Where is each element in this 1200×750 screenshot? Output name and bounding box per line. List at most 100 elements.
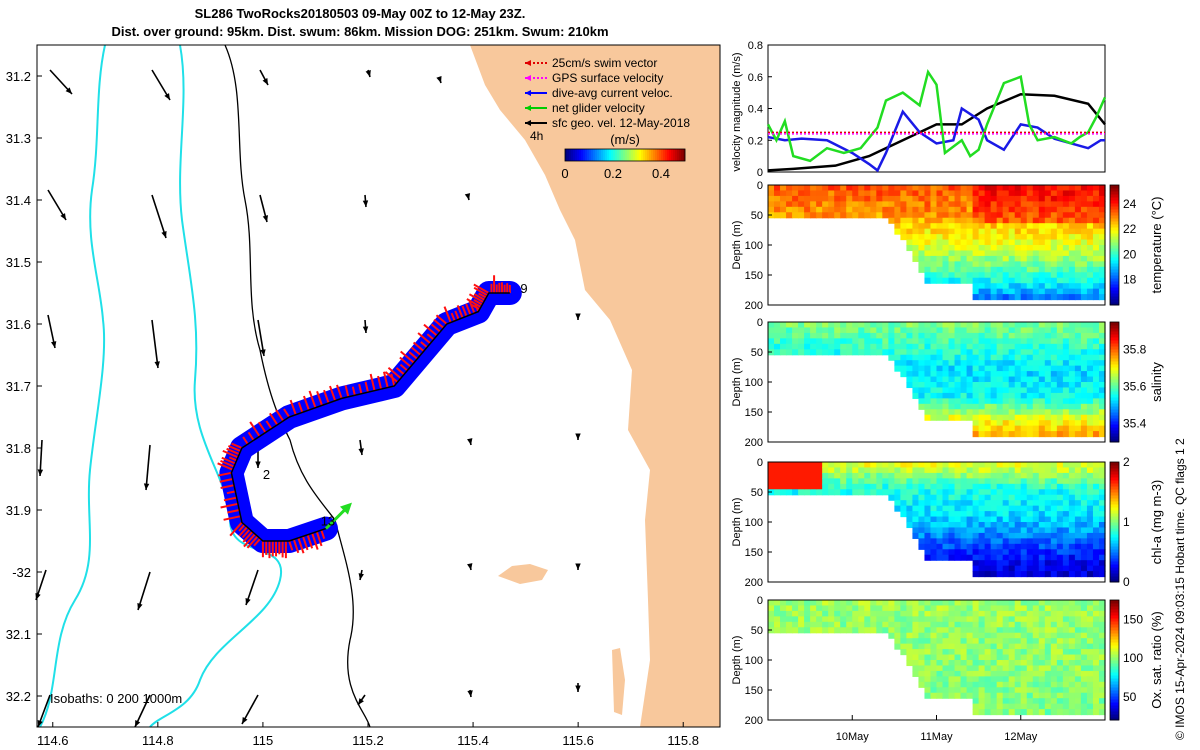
heatmap-cell [972,195,980,202]
heatmap-cell [1002,277,1010,284]
panel-colorbar-cell [1110,501,1119,505]
heatmap-cell [942,649,950,656]
heatmap-cell [816,349,823,356]
panel-colorbar-cell [1110,334,1119,338]
panel-colorbar-cell [1110,322,1119,326]
heatmap-cell [1050,239,1058,246]
heatmap-cell [918,638,926,645]
colorbar-cell [583,149,586,161]
heatmap-cell [1032,554,1040,561]
heatmap-cell [1008,261,1016,268]
heatmap-cell [1044,387,1052,394]
panel-colorbar-cell [1110,328,1119,332]
heatmap-cell [1080,190,1088,197]
heatmap-cell [900,365,908,372]
heatmap-cell [1026,392,1034,399]
heatmap-cell [978,538,986,545]
heatmap-cell [1038,272,1046,279]
heatmap-cell [978,649,986,656]
heatmap-cell [1062,709,1070,716]
heatmap-cell [954,234,962,241]
heatmap-cell [1038,554,1046,561]
heatmap-cell [834,627,841,634]
heatmap-cell [1038,489,1046,496]
heatmap-cell [918,245,926,252]
heatmap-cell [780,616,787,623]
heatmap-cell [1062,250,1070,257]
heatmap-cell [864,600,871,607]
heatmap-cell [1020,532,1028,539]
heatmap-cell [888,206,895,213]
heatmap-cell [978,676,986,683]
heatmap-cell [1074,560,1082,567]
heatmap-cell [1050,616,1058,623]
heatmap-cell [1038,698,1046,705]
heatmap-cell [1020,676,1028,683]
swim-vector [275,409,285,422]
heatmap-cell [978,349,986,356]
heatmap-cell [1092,261,1100,268]
heatmap-cell [978,398,986,405]
heatmap-cell [978,605,986,612]
heatmap-cell [972,610,980,617]
panel-colorbar-cell [1110,227,1119,231]
heatmap-cell [990,234,998,241]
heatmap-cell [1074,554,1082,561]
heatmap-cell [972,338,980,345]
heatmap-cell [1086,223,1094,230]
heatmap-cell [960,360,968,367]
heatmap-cell [948,250,956,257]
colorbar-cell [665,149,668,161]
heatmap-cell [1068,600,1076,607]
heatmap-cell [984,272,992,279]
panel-colorbar-cell [1110,669,1119,673]
heatmap-cell [828,349,835,356]
heatmap-cell [792,190,799,197]
heatmap-cell [906,522,914,529]
heatmap-cell [954,643,962,650]
swim-vector [297,402,304,413]
heatmap-cell [912,643,920,650]
heatmap-cell [1026,654,1034,661]
heatmap-cell [1050,185,1058,192]
heatmap-cell [906,643,914,650]
colorbar-cell [577,149,580,161]
heatmap-cell [900,467,908,474]
geostrophic-arrow-head [135,720,141,727]
heatmap-cell [1038,532,1046,539]
colorbar-cell [667,149,670,161]
heatmap-cell [1098,560,1106,567]
heatmap-cell [858,212,865,219]
heatmap-cell [1050,217,1058,224]
heatmap-cell [1008,511,1016,518]
heatmap-cell [906,654,914,661]
heatmap-cell [906,627,914,634]
heatmap-cell [1062,543,1070,550]
heatmap-cell [1056,195,1064,202]
heatmap-cell [1026,266,1034,273]
heatmap-cell [1044,616,1052,623]
heatmap-cell [1080,403,1088,410]
heatmap-cell [1092,239,1100,246]
heatmap-cell [984,538,992,545]
heatmap-cell [870,195,877,202]
heatmap-cell [984,516,992,523]
heatmap-cell [936,610,944,617]
heatmap-cell [978,261,986,268]
heatmap-cell [996,472,1004,479]
time-x-tick-label: 11May [920,731,953,743]
heatmap-cell [1086,687,1094,694]
heatmap-cell [954,403,962,410]
heatmap-cell [834,489,841,496]
heatmap-cell [1056,398,1064,405]
heatmap-cell [990,420,998,427]
heatmap-cell [936,277,944,284]
heatmap-cell [936,403,944,410]
heatmap-cell [1074,288,1082,295]
heatmap-cell [1098,500,1106,507]
heatmap-cell [1044,489,1052,496]
heatmap-cell [1020,660,1028,667]
heatmap-cell [972,250,980,257]
panel-colorbar-cell [1110,427,1119,431]
heatmap-cell [990,643,998,650]
